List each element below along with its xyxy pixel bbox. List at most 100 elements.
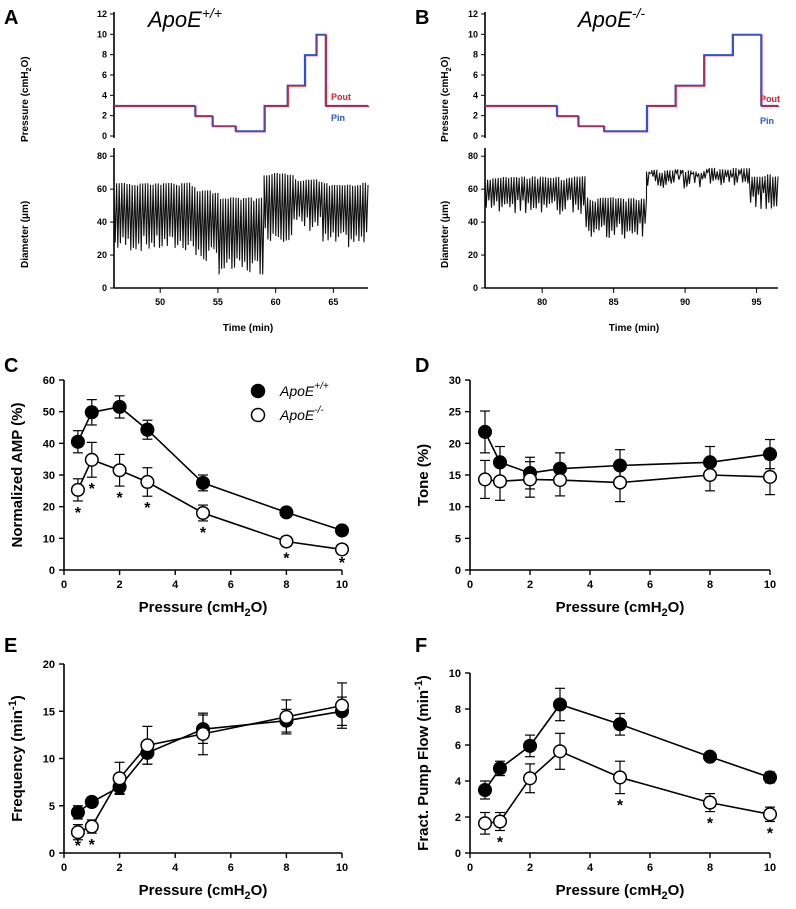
- x-tick-label: 2: [527, 579, 533, 591]
- data-point-wt: [702, 455, 718, 470]
- x-tick-label: 10: [336, 862, 348, 874]
- x-axis-label: Pressure (cmH2O): [556, 599, 685, 619]
- y-axis-label-sup: -1: [7, 700, 19, 710]
- pressure-tick-label: 8: [473, 50, 478, 60]
- legend-label-wt: ApoE+/+: [279, 381, 329, 399]
- diameter-tick-label: 40: [97, 217, 107, 227]
- pressure-y-ticks-b: 0 2 4 6 8 10 12: [468, 9, 485, 141]
- y-axis-label: Frequency (min-1): [7, 695, 26, 821]
- y-tick-label: 10: [43, 533, 55, 545]
- diameter-tick-label: 60: [97, 184, 107, 194]
- y-axis-label-sup: -1: [413, 680, 425, 690]
- data-point-wt: [762, 770, 778, 785]
- x-tick-label: 6: [647, 862, 653, 874]
- x-axis-label-end: O): [251, 599, 268, 616]
- x-tick-label: 4: [587, 862, 594, 874]
- data-point-ko: [762, 807, 778, 822]
- panel-label-e: E: [4, 635, 17, 657]
- data-point-ko: [522, 771, 538, 786]
- x-axis-label-sub: 2: [662, 607, 668, 619]
- pressure-trace-b: [485, 33, 779, 133]
- diameter-trace-a: [113, 172, 369, 275]
- x-tick-label: 10: [336, 579, 348, 591]
- pressure-trace-a: [114, 33, 369, 133]
- y-tick-label: 2: [455, 812, 461, 824]
- time-tick-label: 95: [752, 297, 762, 307]
- data-point-ko: [70, 825, 85, 840]
- y-tick-label: 30: [449, 375, 461, 387]
- data-point-ko: [279, 709, 294, 724]
- significance-star: *: [497, 835, 504, 852]
- pressure-tick-label: 0: [473, 131, 478, 141]
- data-point-wt: [334, 523, 350, 538]
- x-axis-label-end: O): [668, 882, 685, 899]
- x-axis-label: Pressure (cmH2O): [139, 882, 268, 902]
- x-tick-label: 10: [764, 862, 776, 874]
- diameter-tick-label: 0: [473, 283, 478, 293]
- data-point-wt: [279, 505, 294, 520]
- time-x-ticks-b: 80 85 90 95: [537, 288, 762, 307]
- x-tick-label: 4: [172, 862, 179, 874]
- y-axis-label-main: Tone (%): [415, 444, 432, 506]
- data-point-wt: [477, 424, 493, 439]
- pressure-tick-label: 12: [468, 9, 478, 19]
- data-point-ko: [112, 463, 127, 478]
- pressure-ylabel-b: Pressure (cmH2O): [440, 56, 453, 142]
- y-axis-label-main: Fract. Pump Flow (min: [415, 690, 432, 851]
- data-point-ko: [140, 474, 155, 490]
- data-point-ko: [112, 771, 127, 786]
- pin-step-trace: [485, 33, 778, 132]
- data-point-ko: [195, 726, 211, 741]
- x-tick-label: 8: [707, 862, 713, 874]
- y-tick-label: 0: [455, 848, 461, 860]
- pressure-tick-label: 4: [102, 90, 107, 100]
- x-tick-label: 8: [283, 579, 289, 591]
- data-point-wt: [522, 738, 538, 753]
- x-axis-label: Pressure (cmH2O): [556, 882, 685, 902]
- data-point-wt: [84, 794, 99, 810]
- data-point-wt: [70, 434, 85, 449]
- data-point-ko: [334, 698, 350, 713]
- pressure-tick-label: 4: [473, 90, 478, 100]
- x-tick-label: 0: [61, 862, 67, 874]
- data-point-ko: [84, 819, 99, 834]
- panel-label-f: F: [415, 635, 427, 657]
- data-point-ko: [522, 472, 538, 487]
- x-axis-label-sub: 2: [662, 890, 668, 902]
- trace-title-a: ApoE+/+: [146, 5, 222, 32]
- pressure-tick-label: 6: [473, 70, 478, 80]
- significance-star: *: [89, 837, 96, 854]
- panel-label-a: A: [4, 7, 18, 29]
- diameter-tick-label: 20: [468, 250, 478, 260]
- x-tick-label: 2: [527, 862, 533, 874]
- y-tick-label: 60: [43, 375, 55, 387]
- legend-label-ko: ApoE-/-: [279, 405, 324, 423]
- pin-label-a: Pin: [331, 113, 345, 123]
- significance-star: *: [283, 550, 290, 567]
- y-axis-label: Fract. Pump Flow (min-1): [413, 675, 432, 851]
- data-point-ko: [612, 475, 628, 490]
- data-point-wt: [70, 805, 85, 820]
- x-tick-label: 0: [467, 862, 473, 874]
- data-point-wt: [552, 697, 568, 712]
- pout-step-trace: [485, 34, 779, 133]
- y-tick-label: 40: [43, 438, 55, 450]
- legend-marker-ko: [250, 407, 266, 423]
- diameter-trace-line: [484, 167, 779, 239]
- significance-star: *: [707, 816, 714, 833]
- data-point-ko: [702, 795, 718, 810]
- data-point-ko: [552, 744, 568, 759]
- y-tick-label: 10: [43, 754, 55, 766]
- y-tick-label: 4: [455, 776, 462, 788]
- y-tick-label: 5: [49, 801, 55, 813]
- significance-star: *: [200, 525, 207, 542]
- data-point-wt: [195, 475, 211, 490]
- x-tick-label: 8: [707, 579, 713, 591]
- x-axis-label: Pressure (cmH2O): [139, 599, 268, 619]
- data-point-wt: [477, 782, 493, 798]
- x-tick-label: 8: [283, 862, 289, 874]
- panel-b: B ApoE-/- 0 2 4 6 8 10 12 Pout Pin Pressure (c…: [415, 5, 780, 334]
